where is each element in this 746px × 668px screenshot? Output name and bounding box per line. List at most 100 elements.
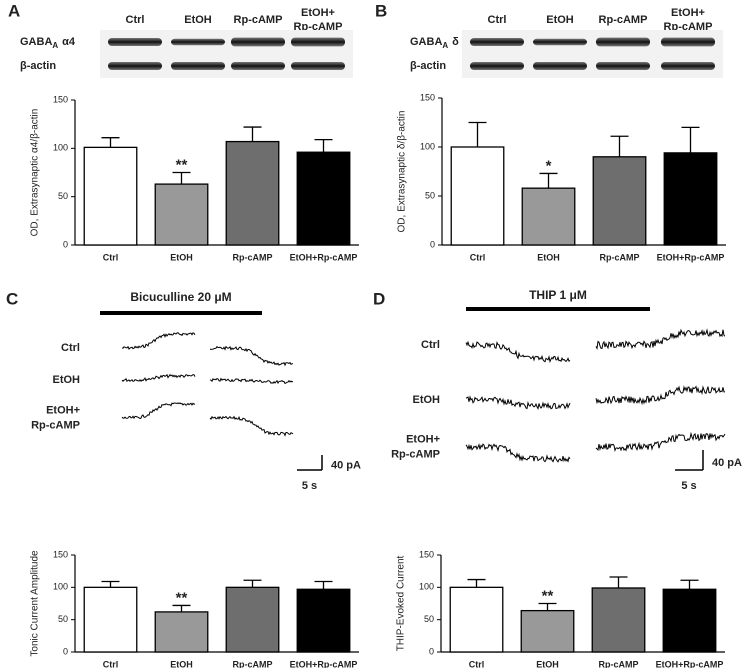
lane-label: EtOH+: [301, 7, 335, 19]
x-tick-label: Rp-cAMP: [600, 252, 640, 262]
y-tick-label: 100: [419, 582, 434, 592]
trace: [121, 332, 196, 350]
bar: [83, 586, 138, 653]
blot-band: [596, 62, 650, 70]
bar: [663, 152, 718, 246]
y-tick-label: 0: [63, 646, 68, 656]
trace: [465, 340, 571, 364]
drug-label: Bicuculline 20 μM: [130, 290, 231, 304]
panel-letter: C: [6, 289, 18, 308]
bar: [225, 140, 280, 246]
y-tick-label: 150: [419, 549, 434, 559]
bar: [83, 146, 138, 246]
blot-band: [171, 38, 225, 46]
protein-label: GABAA α4: [20, 36, 76, 50]
y-tick-label: 150: [53, 549, 68, 559]
trace: [595, 328, 726, 351]
bar: [296, 151, 351, 246]
lane-label: EtOH: [184, 14, 212, 26]
x-tick-label: EtOH+Rp-cAMP: [290, 252, 358, 262]
lane-label: Ctrl: [126, 14, 145, 26]
protein-name: GABA: [410, 36, 442, 48]
significance-label: *: [546, 157, 552, 174]
x-tick-label: EtOH: [170, 252, 193, 262]
y-tick-label: 50: [58, 614, 68, 624]
protein-name: GABA: [20, 36, 52, 48]
blot-band: [231, 62, 285, 70]
blot-band: [470, 62, 524, 70]
trace-label: EtOH: [413, 394, 441, 406]
x-tick-label: EtOH+Rp-cAMP: [657, 252, 725, 262]
bar: [591, 587, 646, 653]
bar: [296, 588, 351, 653]
blot-band: [533, 62, 587, 70]
trace: [121, 373, 196, 382]
y-axis-label: Tonic Current Amplitude: [30, 550, 41, 657]
scale-label-y: 40 pA: [712, 457, 742, 469]
trace: [209, 415, 294, 437]
protein-label: GABAA δ: [410, 36, 459, 50]
significance-label: **: [176, 589, 188, 606]
significance-label: **: [176, 156, 188, 173]
x-tick-label: Ctrl: [103, 252, 119, 262]
trace: [465, 395, 571, 411]
x-tick-label: EtOH: [537, 252, 560, 262]
x-tick-label: EtOH+Rp-cAMP: [290, 659, 358, 668]
trace: [595, 385, 725, 406]
lane-label: Rp-cAMP: [294, 21, 343, 33]
trace-label: Ctrl: [61, 342, 80, 354]
lane-label: Rp-cAMP: [234, 14, 283, 26]
trace: [209, 377, 294, 385]
bar: [521, 187, 576, 246]
trace: [595, 431, 726, 453]
x-tick-label: EtOH: [536, 659, 559, 668]
blot-band: [661, 62, 715, 70]
bar: [450, 146, 505, 246]
y-axis-label: OD, Extrasynaptic δ/β-actin: [397, 111, 408, 233]
trace-label: EtOH+: [406, 433, 440, 445]
blot-band: [596, 37, 650, 47]
y-tick-label: 50: [58, 191, 68, 201]
bar: [449, 586, 504, 653]
x-tick-label: Rp-cAMP: [599, 659, 639, 668]
y-tick-label: 0: [429, 646, 434, 656]
y-tick-label: 50: [425, 190, 435, 200]
blot-band: [108, 62, 162, 70]
protein-subunit: δ: [452, 36, 459, 48]
blot-bg: [100, 30, 353, 78]
x-tick-label: Ctrl: [103, 659, 119, 668]
x-tick-label: Ctrl: [470, 252, 486, 262]
drug-label: THIP 1 μM: [529, 288, 587, 302]
blot-band: [171, 62, 225, 70]
lane-label: Ctrl: [488, 14, 507, 26]
scale-label-x: 5 s: [302, 480, 317, 492]
x-tick-label: Rp-cAMP: [233, 659, 273, 668]
trace-label: Ctrl: [421, 339, 440, 351]
significance-label: **: [542, 587, 554, 604]
blot-band: [291, 62, 345, 70]
scale-label-x: 5 s: [681, 480, 696, 492]
scale-label-y: 40 pA: [331, 459, 361, 471]
panel-letter: D: [373, 289, 385, 308]
bar: [154, 183, 209, 246]
trace: [209, 345, 294, 367]
y-tick-label: 100: [420, 141, 435, 151]
y-axis-label: OD, Extrasynaptic α4/β-actin: [30, 109, 41, 237]
trace-label: Rp-cAMP: [391, 448, 440, 460]
blot-band: [108, 38, 162, 46]
panel-letter: B: [375, 1, 387, 20]
protein-subscript: A: [52, 41, 58, 50]
x-tick-label: Ctrl: [469, 659, 485, 668]
trace: [465, 443, 571, 463]
protein-subscript: A: [442, 41, 448, 50]
blot-band: [291, 37, 345, 47]
x-tick-label: EtOH+Rp-cAMP: [656, 659, 724, 668]
trace-label: EtOH+: [46, 404, 80, 416]
lane-label: Rp-cAMP: [664, 21, 713, 33]
y-tick-label: 0: [63, 239, 68, 249]
bar: [225, 586, 280, 653]
bar: [154, 611, 209, 653]
y-tick-label: 100: [53, 143, 68, 153]
x-tick-label: Rp-cAMP: [233, 252, 273, 262]
